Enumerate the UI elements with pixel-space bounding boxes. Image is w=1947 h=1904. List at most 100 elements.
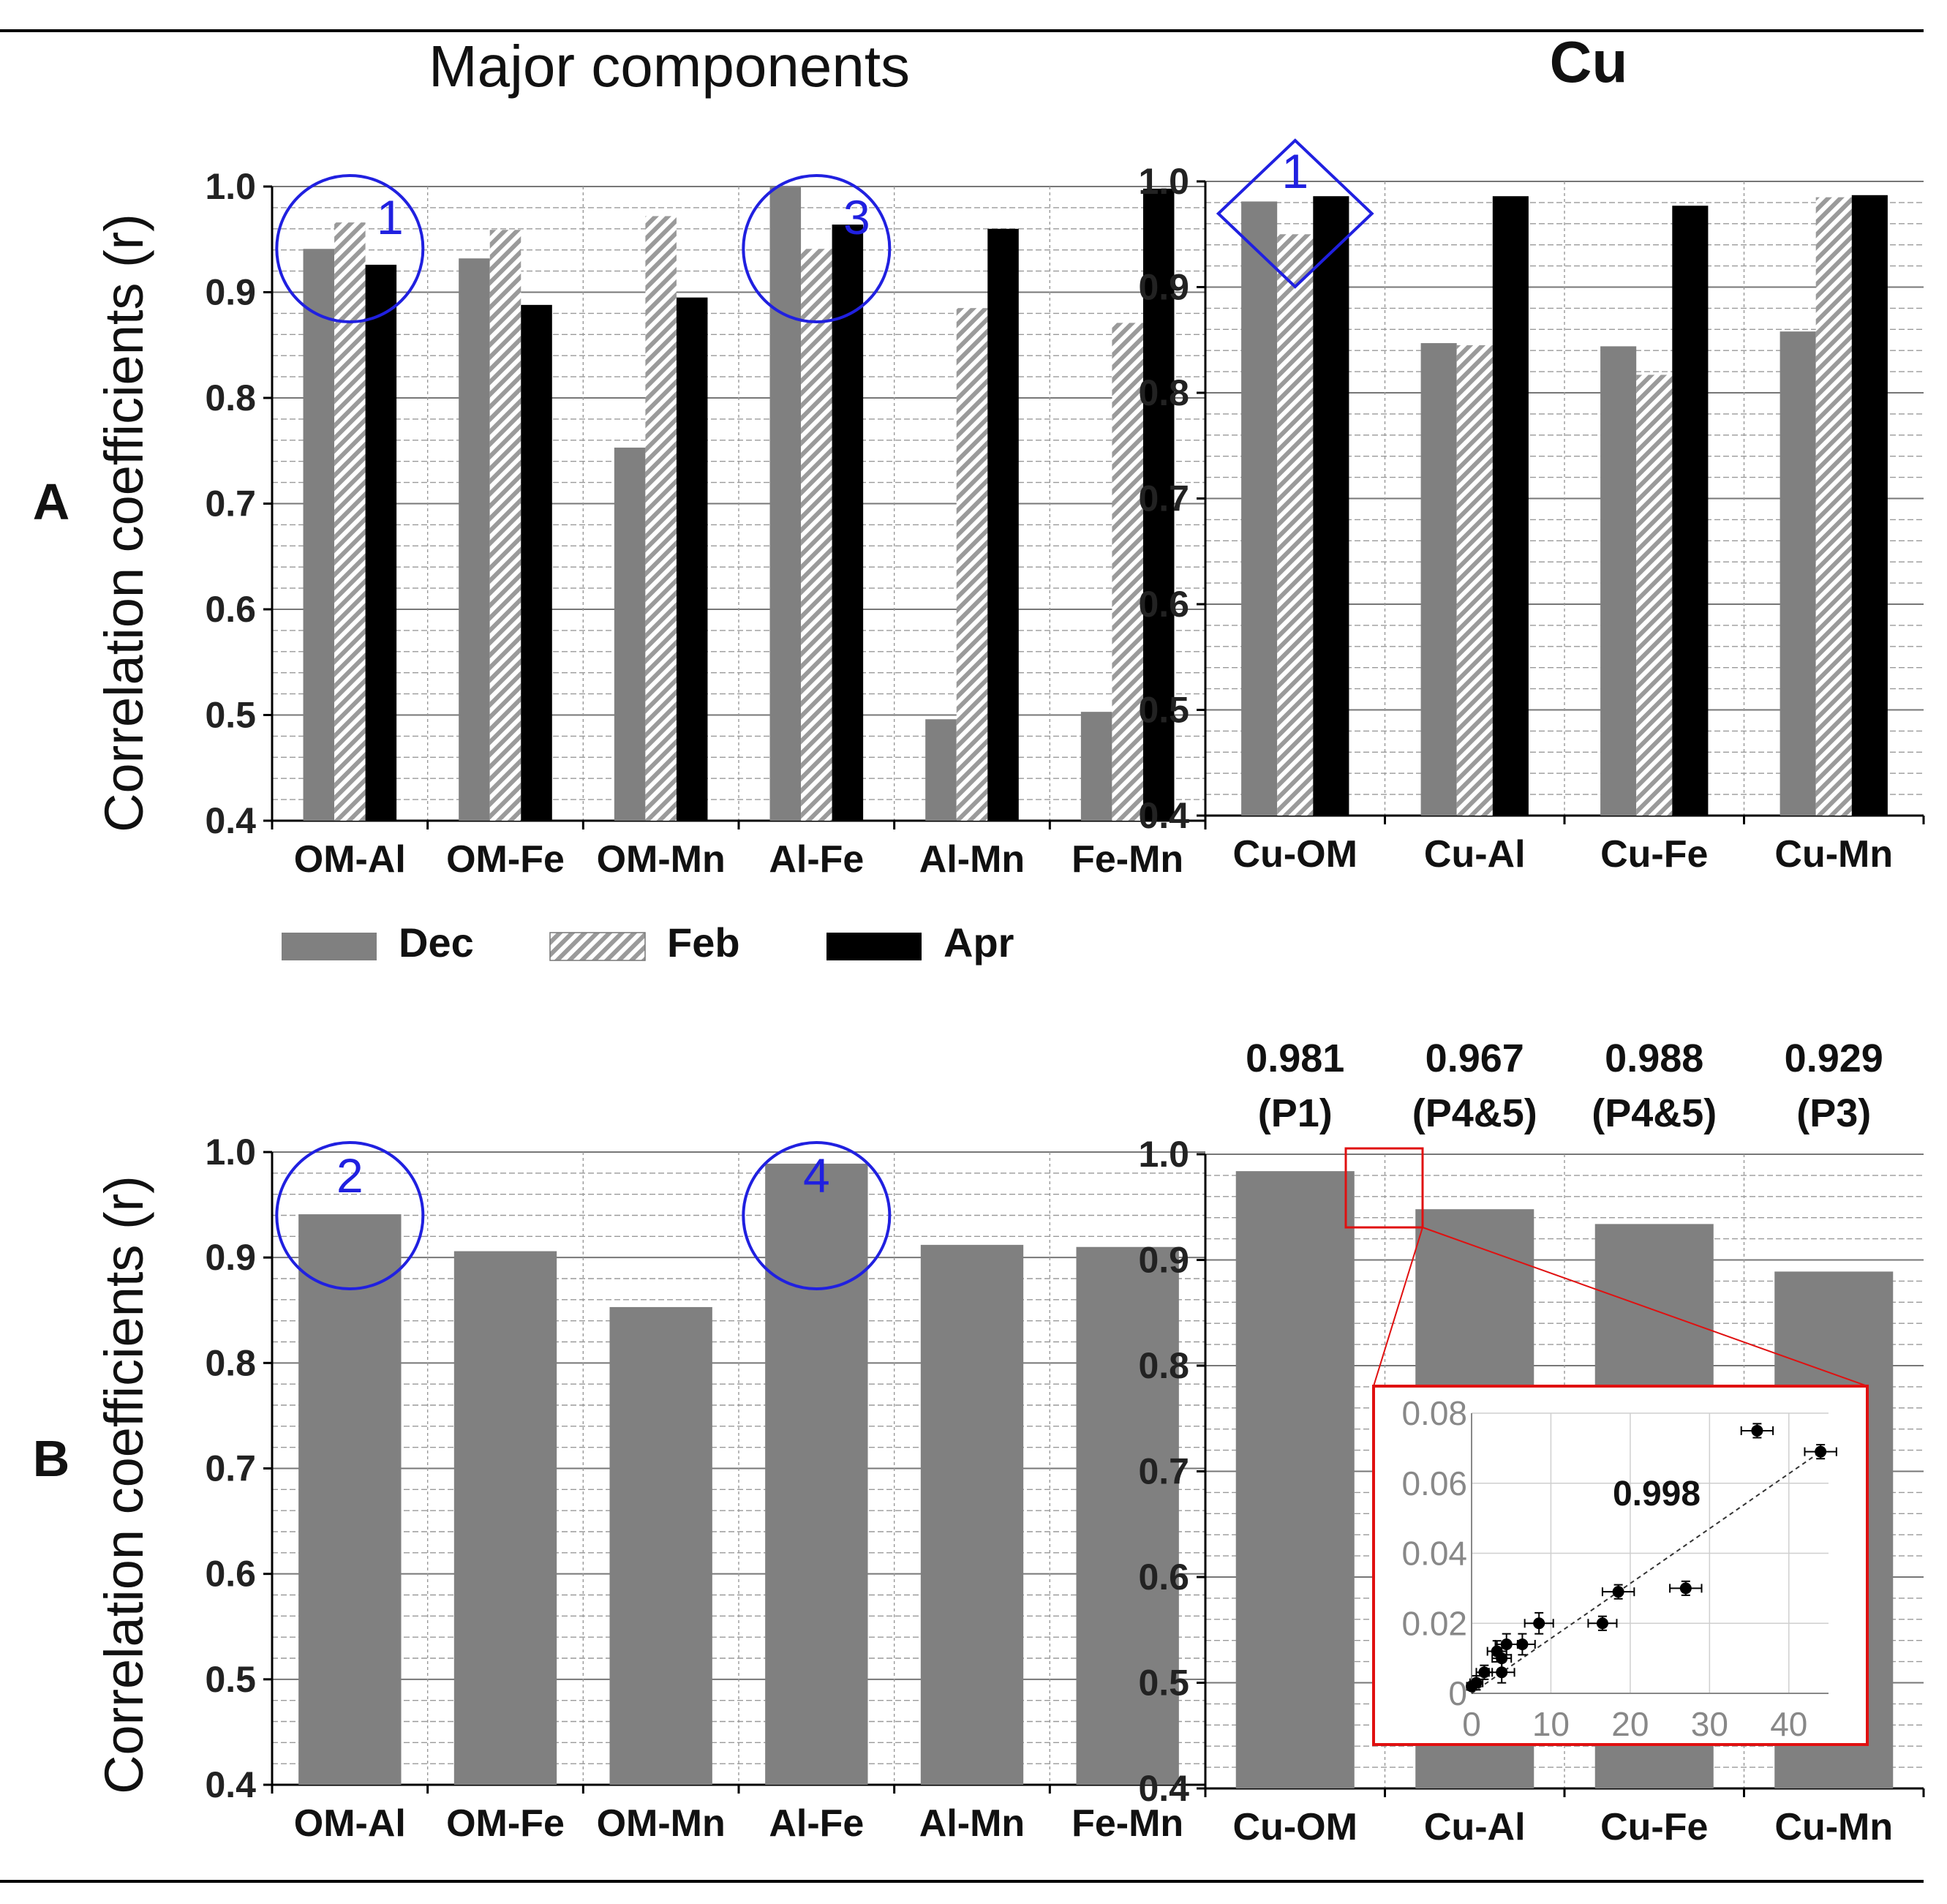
inset-y-tick-label: 0.02	[1401, 1604, 1467, 1642]
bar-apr	[521, 304, 552, 821]
category-label: Al-Mn	[919, 838, 1025, 881]
category-label: OM-Al	[294, 1802, 406, 1845]
category-label: Cu-OM	[1233, 1806, 1357, 1848]
category-label: Al-Fe	[769, 1802, 864, 1845]
bar-feb	[1277, 234, 1314, 816]
bar-dec	[925, 719, 957, 821]
inset-y-tick-label: 0.06	[1401, 1464, 1467, 1502]
zoom-connector	[1422, 1227, 1868, 1387]
legend: Dec Feb Apr	[282, 919, 1014, 966]
inset-y-tick-label: 0.04	[1401, 1535, 1467, 1573]
category-label: Cu-Mn	[1774, 1806, 1893, 1848]
bar-dec	[1600, 346, 1637, 816]
category-label: OM-Fe	[446, 838, 565, 881]
annotation-circle	[742, 174, 892, 323]
bar-dec	[1780, 331, 1816, 816]
top-label-value: 0.967	[1426, 1036, 1524, 1080]
inset-scatter: 0 10 20 30 40 0 0.02 0.04 0.06 0.08 0.998	[1372, 1385, 1869, 1746]
bar-feb	[1456, 345, 1493, 816]
panel-B_major: 0.4 0.5 0.6 0.7 0.8 0.9 1.0 OM-Al OM-Fe OM-Mn Al-F…	[205, 1132, 1207, 1845]
category-label: OM-Al	[294, 838, 406, 881]
annotation-number: 2	[336, 1148, 364, 1203]
bar-apr	[1492, 196, 1529, 816]
legend-label-dec: Dec	[399, 919, 474, 966]
inset-point	[1612, 1586, 1624, 1598]
bar-feb	[801, 249, 832, 821]
y-axis-label-b: Correlation coefficients (r)	[94, 1175, 154, 1794]
y-tick-label: 0.7	[1138, 1451, 1189, 1492]
title-cu: Cu	[1550, 29, 1628, 94]
category-label: Cu-OM	[1233, 833, 1357, 876]
y-tick-label: 0.4	[1138, 1768, 1189, 1809]
top-label-site: (P4&5)	[1592, 1091, 1717, 1135]
inset-point	[1596, 1617, 1608, 1630]
y-tick-label: 0.8	[205, 377, 256, 418]
y-tick-label: 0.7	[205, 483, 256, 524]
bar-feb	[956, 308, 988, 821]
bar-feb	[1112, 323, 1143, 821]
category-label: Al-Mn	[919, 1802, 1025, 1845]
bar	[453, 1251, 557, 1785]
annotation-number: 3	[843, 190, 870, 244]
bar	[920, 1244, 1024, 1785]
y-tick-label: 0.6	[1138, 1557, 1189, 1598]
title-major-components: Major components	[429, 34, 910, 99]
category-label: Fe-Mn	[1072, 1802, 1183, 1845]
bar	[1076, 1246, 1179, 1785]
y-tick-label: 0.5	[205, 695, 256, 736]
inset-point	[1516, 1638, 1529, 1650]
bar-apr	[1672, 206, 1709, 816]
bar-feb	[1636, 375, 1673, 816]
legend-label-apr: Apr	[944, 919, 1014, 966]
inset-point	[1815, 1445, 1827, 1458]
category-label: Cu-Fe	[1600, 1806, 1708, 1848]
annotation-number: 1	[377, 190, 404, 244]
y-tick-label: 1.0	[205, 1132, 256, 1173]
inset-y-tick-label: 0.08	[1401, 1394, 1467, 1432]
y-axis-label-a: Correlation coefficients (r)	[94, 214, 154, 832]
y-tick-label: 0.5	[1138, 690, 1189, 731]
category-label: OM-Mn	[597, 838, 726, 881]
category-label: OM-Fe	[446, 1802, 565, 1845]
legend-label-feb: Feb	[667, 919, 740, 966]
bar-feb	[489, 230, 521, 821]
zoom-connector	[1373, 1227, 1423, 1387]
bar-feb	[645, 216, 677, 821]
y-tick-label: 1.0	[1138, 161, 1189, 202]
zoom-indicator	[1344, 1147, 1424, 1229]
y-tick-label: 0.9	[205, 1237, 256, 1278]
bar-dec	[459, 258, 490, 821]
panel-label-a: A	[33, 473, 70, 530]
inset-point	[1496, 1666, 1508, 1679]
plots: 0.4 0.5 0.6 0.7 0.8 0.9 1.0 OM-Al OM-Fe OM-Mn Al-F…	[205, 138, 1925, 1848]
bar-apr	[1851, 195, 1888, 816]
y-tick-label: 0.9	[205, 272, 256, 313]
inset-point	[1478, 1666, 1491, 1679]
y-tick-label: 0.4	[205, 1764, 256, 1805]
category-label: Al-Fe	[769, 838, 864, 881]
bar	[765, 1163, 868, 1785]
bar-apr	[987, 228, 1019, 821]
inset-x-tick-label: 10	[1532, 1705, 1570, 1743]
y-tick-label: 0.7	[1138, 478, 1189, 519]
bar-apr	[1142, 188, 1175, 821]
y-tick-label: 0.7	[205, 1448, 256, 1489]
y-tick-label: 0.5	[205, 1659, 256, 1700]
bar-feb	[334, 222, 366, 821]
panel-A_major: 0.4 0.5 0.6 0.7 0.8 0.9 1.0 OM-Al OM-Fe OM-Mn Al-F…	[205, 166, 1207, 881]
y-tick-label: 0.6	[1138, 584, 1189, 625]
bar-apr	[832, 225, 864, 821]
category-label: OM-Mn	[597, 1802, 726, 1845]
bar-feb	[1815, 197, 1852, 816]
inset-point	[1751, 1424, 1763, 1437]
y-tick-label: 0.8	[1138, 1345, 1189, 1386]
top-label-site: (P1)	[1258, 1091, 1333, 1135]
inset-point	[1533, 1617, 1545, 1630]
bar	[1235, 1171, 1355, 1788]
inset-point	[1679, 1582, 1692, 1595]
y-tick-label: 0.9	[1138, 267, 1189, 308]
annotation-diamond	[1216, 138, 1374, 289]
y-tick-label: 1.0	[1138, 1134, 1189, 1175]
